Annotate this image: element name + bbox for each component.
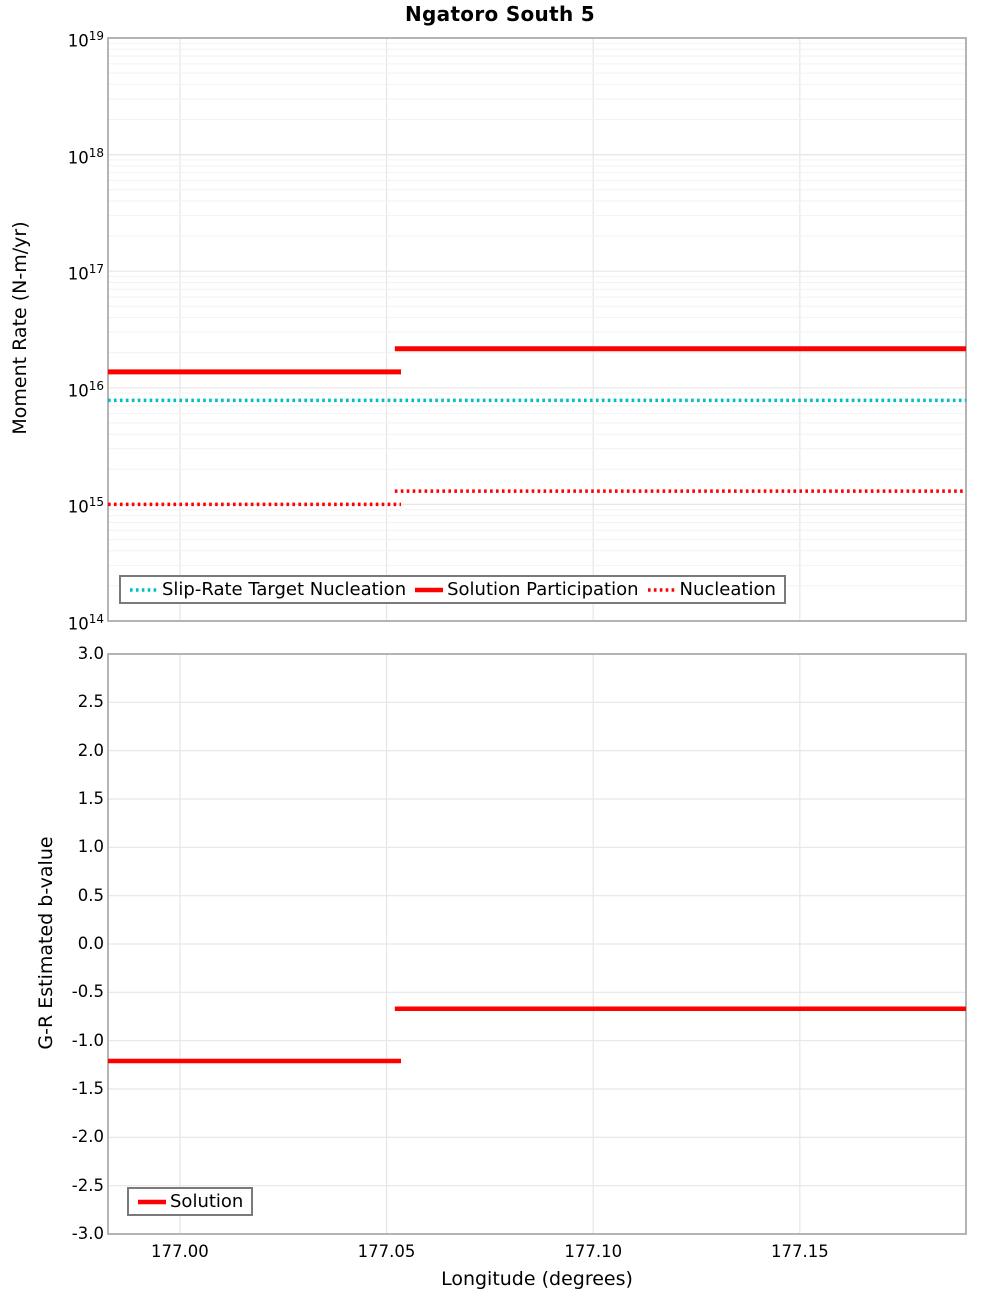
y-tick-label: -1.0 xyxy=(71,1030,104,1050)
y-tick-label: 1014 xyxy=(67,612,104,634)
plot-spine xyxy=(107,37,967,622)
y-tick-label: -1.5 xyxy=(71,1079,104,1098)
moment-plot-legend: Slip-Rate Target Nucleation Solution Par… xyxy=(119,575,786,604)
x-axis-label: Longitude (degrees) xyxy=(441,1268,633,1290)
nucleation-swatch-icon xyxy=(647,587,676,592)
y-tick-label: 1019 xyxy=(67,29,104,51)
legend-item-solution: Solution xyxy=(137,1191,243,1212)
moment-rate-axis-label: Moment Rate (N-m/yr) xyxy=(9,221,31,435)
y-tick-label: 3.0 xyxy=(77,644,104,663)
y-tick-label: 1.0 xyxy=(77,837,104,857)
y-tick-label: 0.0 xyxy=(77,934,104,953)
y-tick-label: 0.5 xyxy=(77,885,104,905)
y-tick-label: -2.0 xyxy=(71,1127,104,1147)
chart-title: Ngatoro South 5 xyxy=(405,2,595,26)
y-tick-label: 2.0 xyxy=(77,740,104,760)
y-tick-label: -2.5 xyxy=(71,1175,104,1195)
x-tick-label: 177.00 xyxy=(151,1242,209,1261)
legend-label: Solution xyxy=(170,1191,244,1212)
bvalue-plot-legend: Solution xyxy=(127,1187,254,1216)
x-tick-label: 177.15 xyxy=(770,1242,829,1261)
y-tick-label: 1018 xyxy=(67,145,104,168)
x-tick-label: 177.05 xyxy=(357,1242,416,1261)
legend-label: Nucleation xyxy=(679,579,776,600)
solution-swatch-icon xyxy=(138,1199,166,1204)
slip-rate-target-nucleation-swatch-icon xyxy=(130,587,158,592)
y-tick-label: 1017 xyxy=(67,262,104,284)
legend-item-solution-participation: Solution Participation xyxy=(414,579,639,600)
y-tick-label: 2.5 xyxy=(77,692,104,712)
solution-participation-swatch-icon xyxy=(415,587,444,592)
legend-item-slip-rate-target-nucleation: Slip-Rate Target Nucleation xyxy=(129,579,406,600)
y-tick-label: 1.5 xyxy=(77,789,104,808)
legend-label: Solution Participation xyxy=(447,579,639,600)
y-tick-label: 1015 xyxy=(67,495,104,517)
x-tick-label: 177.10 xyxy=(564,1242,623,1261)
legend-label: Slip-Rate Target Nucleation xyxy=(162,579,407,600)
legend-item-nucleation: Nucleation xyxy=(647,579,776,600)
y-tick-label: 1016 xyxy=(67,378,104,401)
plot-spine xyxy=(107,653,967,1235)
y-tick-label: -0.5 xyxy=(71,982,104,1002)
y-tick-label: -3.0 xyxy=(71,1224,104,1243)
